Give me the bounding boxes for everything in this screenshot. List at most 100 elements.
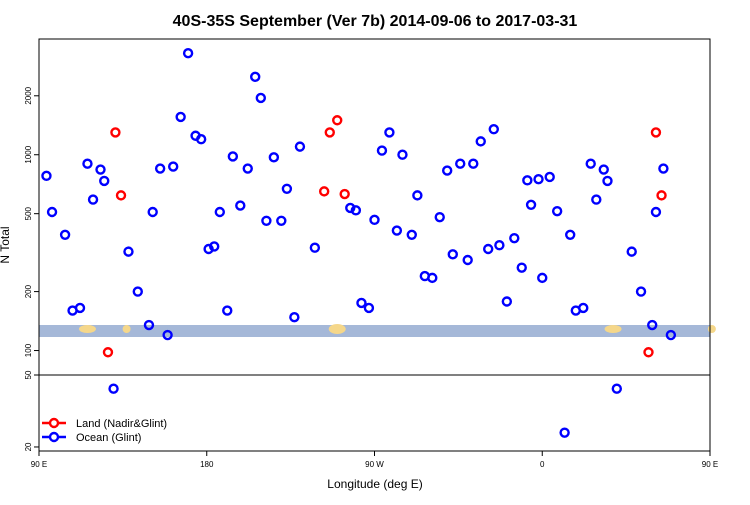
ocean-point [108, 383, 119, 394]
land-point [318, 186, 330, 197]
ocean-point [345, 202, 356, 214]
x-axis-title: Longitude (deg E) [327, 477, 422, 491]
ocean-point [59, 229, 71, 241]
land-shape [122, 325, 131, 333]
ocean-point [214, 206, 225, 218]
legend-marker [48, 417, 60, 429]
ocean-point [195, 134, 207, 145]
ocean-point [356, 297, 367, 309]
ocean-point [397, 149, 408, 160]
chart-title: 40S-35S September (Ver 7b) 2014-09-06 to… [173, 13, 578, 30]
legend: Land (Nadir&Glint) Ocean (Glint) [42, 417, 167, 444]
ocean-point [544, 171, 555, 183]
ocean-point [494, 240, 505, 251]
ocean-point [626, 246, 637, 257]
ocean-point [276, 215, 287, 226]
ocean-point [533, 173, 544, 185]
land-shape [604, 325, 622, 333]
x-tick-label: 90 W [365, 460, 384, 469]
ocean-point [384, 127, 395, 138]
y-tick-label: 200 [24, 284, 33, 298]
ocean-point [434, 211, 445, 223]
legend-label: Ocean (Glint) [76, 432, 141, 444]
ocean-point [525, 199, 537, 211]
ocean-point [598, 164, 609, 175]
land-point [643, 347, 654, 358]
ocean-point [289, 311, 300, 323]
data-points-layer [41, 48, 677, 438]
ocean-point [559, 427, 570, 438]
ocean-point [132, 286, 143, 297]
ocean-point [427, 272, 438, 284]
ocean-point [369, 214, 380, 226]
ocean-point [167, 161, 179, 172]
ocean-point [591, 194, 602, 205]
ocean-point [501, 296, 513, 307]
ocean-point [95, 164, 106, 175]
land-shapes-layer [78, 324, 716, 334]
ocean-point [462, 254, 473, 266]
ocean-point [162, 329, 173, 341]
land-point [656, 190, 667, 201]
ocean-point [87, 194, 99, 205]
ocean-point [611, 383, 623, 394]
ocean-point [154, 163, 166, 174]
upper-panel-frame [38, 38, 711, 376]
x-tick-label: 180 [200, 460, 214, 469]
ocean-point [294, 141, 306, 152]
land-point [115, 190, 127, 201]
ocean-point [602, 175, 613, 187]
ocean-point [585, 158, 596, 169]
x-tick-label: 0 [540, 460, 545, 469]
ocean-point [635, 286, 647, 297]
y-tick-label: 20 [24, 442, 33, 451]
land-shape [707, 325, 716, 333]
ocean-point [261, 215, 272, 226]
ocean-point [363, 302, 375, 314]
ocean-point [537, 272, 548, 284]
ocean-point [99, 175, 110, 187]
ocean-point [227, 151, 239, 162]
ocean-point [391, 225, 403, 236]
ocean-point [268, 152, 280, 163]
ocean-point [658, 163, 669, 174]
y-tick-label: 500 [24, 206, 33, 220]
ocean-point [222, 305, 233, 316]
ocean-point [182, 48, 194, 59]
ocean-point [475, 136, 486, 147]
ocean-point [509, 232, 520, 244]
ocean-point [250, 71, 261, 83]
land-point [339, 188, 350, 200]
land-point [650, 127, 662, 138]
ocean-point [412, 190, 423, 201]
y-tick-label: 2000 [24, 86, 33, 104]
x-tick-label: 90 E [702, 460, 718, 469]
ocean-point [650, 206, 662, 218]
ocean-point [209, 241, 220, 252]
ocean-point [551, 205, 563, 217]
y-tick-label: 100 [24, 343, 33, 357]
ocean-point [406, 229, 417, 241]
land-point [102, 347, 114, 358]
ocean-point [143, 319, 155, 331]
y-axis-title: N Total [0, 226, 12, 263]
legend-label: Land (Nadir&Glint) [76, 418, 167, 430]
ocean-point [468, 158, 479, 169]
land-shape [78, 325, 96, 333]
ocean-point [350, 205, 362, 216]
ocean-point [665, 329, 677, 341]
land-band [39, 325, 710, 337]
ocean-point [242, 163, 253, 174]
ocean-point [455, 158, 466, 169]
ocean-point [175, 111, 186, 123]
ocean-point [147, 206, 158, 218]
land-band-layer [39, 325, 710, 337]
ocean-point [74, 302, 86, 314]
ocean-point [255, 92, 267, 104]
ocean-point [488, 124, 499, 135]
land-point [332, 115, 343, 126]
ocean-point [578, 302, 589, 314]
x-tick-label: 90 E [31, 460, 47, 469]
